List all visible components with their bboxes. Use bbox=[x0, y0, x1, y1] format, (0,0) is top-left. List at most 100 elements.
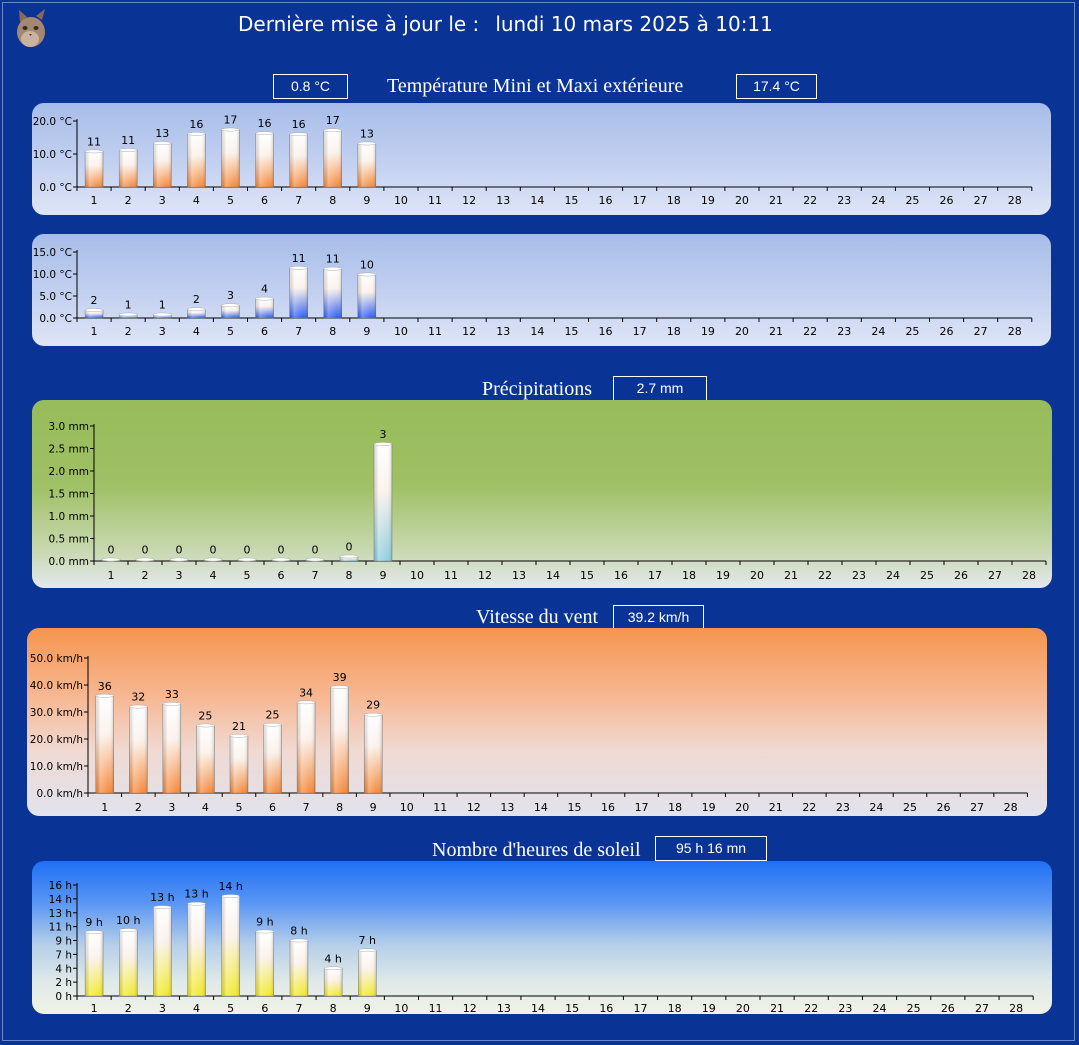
x-tick-label: 15 bbox=[567, 801, 581, 814]
x-tick-label: 26 bbox=[937, 801, 951, 814]
x-tick-label: 27 bbox=[974, 194, 988, 207]
bar-day-3 bbox=[153, 905, 172, 997]
bar-shading bbox=[297, 702, 316, 793]
bar-day-6 bbox=[271, 557, 291, 562]
y-tick-label: 1.5 mm bbox=[49, 489, 90, 501]
y-tick-label: 0.0 km/h bbox=[36, 788, 83, 800]
y-tick-label: 10.0 °C bbox=[33, 269, 72, 281]
data-label: 2 bbox=[193, 293, 200, 306]
bar-cap bbox=[196, 723, 215, 728]
y-tick-label: 4 h bbox=[55, 963, 72, 975]
bar-shading bbox=[358, 950, 377, 996]
x-tick-label: 28 bbox=[1008, 325, 1022, 338]
x-tick-label: 14 bbox=[530, 325, 544, 338]
sunshine-chart: 0 h2 h4 h7 h9 h11 h13 h14 h16 h1 2 3 4 5 6 7 8 9… bbox=[49, 880, 1034, 1014]
x-tick-label: 21 bbox=[769, 801, 783, 814]
bar-shading bbox=[263, 724, 282, 793]
bar-shading bbox=[85, 932, 104, 996]
data-label: 0 bbox=[142, 544, 149, 557]
bar-day-5 bbox=[237, 557, 257, 562]
x-tick-label: 25 bbox=[907, 1002, 921, 1014]
x-tick-label: 16 bbox=[599, 1002, 613, 1014]
bar-day-9 bbox=[363, 712, 383, 794]
x-tick-label: 13 bbox=[496, 325, 510, 338]
bar-cap bbox=[323, 128, 342, 133]
bar-cap bbox=[84, 149, 104, 154]
bar-day-6 bbox=[263, 722, 282, 794]
bar-day-5 bbox=[221, 303, 240, 319]
y-tick-label: 1.0 mm bbox=[49, 511, 90, 523]
data-label: 7 h bbox=[359, 934, 376, 947]
x-tick-label: 24 bbox=[869, 801, 883, 814]
sunshine-title: Nombre d'heures de soleil bbox=[432, 839, 641, 861]
x-tick-label: 15 bbox=[565, 1002, 579, 1014]
data-label: 11 bbox=[326, 253, 340, 266]
y-tick-label: 2.5 mm bbox=[49, 444, 90, 456]
x-tick-label: 26 bbox=[941, 1002, 955, 1014]
y-tick-label: 16 h bbox=[49, 880, 72, 892]
x-tick-label: 22 bbox=[803, 194, 817, 207]
x-tick-label: 28 bbox=[1004, 801, 1018, 814]
x-tick-label: 17 bbox=[633, 1002, 647, 1014]
x-tick-label: 7 bbox=[295, 194, 302, 207]
bar-cap bbox=[237, 557, 257, 562]
data-label: 3 bbox=[380, 428, 387, 441]
x-tick-label: 18 bbox=[668, 1002, 682, 1014]
temp-max-chart-panel: 0.0 °C 10.0 °C 20.0 °C 1 2 3 4 5 6 7 8 9 10 11 12 13 14 1… bbox=[32, 103, 1051, 215]
x-tick-label: 16 bbox=[614, 569, 628, 582]
bar-cap bbox=[162, 702, 182, 706]
x-tick-label: 2 bbox=[125, 1002, 132, 1014]
temp-max-value-box: 17.4 °C bbox=[736, 74, 817, 99]
y-tick-label: 30.0 km/h bbox=[30, 707, 83, 719]
x-tick-label: 3 bbox=[159, 1002, 166, 1014]
data-label: 1 bbox=[159, 298, 166, 311]
y-tick-label: 0.0 °C bbox=[39, 182, 72, 194]
data-label: 9 h bbox=[256, 915, 273, 928]
x-tick-label: 4 bbox=[193, 194, 200, 207]
bar-cap bbox=[118, 312, 138, 317]
bar-day-9 bbox=[357, 272, 377, 319]
x-tick-label: 16 bbox=[601, 801, 615, 814]
data-label: 13 h bbox=[184, 888, 208, 901]
bar-day-4 bbox=[187, 307, 206, 319]
x-tick-label: 15 bbox=[580, 569, 594, 582]
x-tick-label: 20 bbox=[750, 569, 764, 582]
bar-cap bbox=[169, 557, 189, 562]
data-label: 25 bbox=[198, 710, 212, 723]
x-tick-label: 17 bbox=[633, 325, 647, 338]
data-label: 11 bbox=[87, 135, 101, 148]
data-label: 29 bbox=[366, 699, 380, 712]
data-label: 4 bbox=[261, 283, 268, 296]
data-label: 3 bbox=[227, 289, 234, 302]
last-update-label: Dernière mise à jour le : bbox=[238, 12, 480, 36]
data-label: 0 bbox=[244, 544, 251, 557]
bar-cap bbox=[289, 938, 309, 943]
bar-cap bbox=[203, 557, 223, 562]
bar-shading bbox=[255, 133, 274, 187]
x-tick-label: 22 bbox=[803, 325, 817, 338]
x-tick-label: 10 bbox=[394, 194, 408, 207]
bar-shading bbox=[85, 310, 104, 318]
x-tick-label: 3 bbox=[176, 569, 183, 582]
x-tick-label: 12 bbox=[462, 194, 476, 207]
bar-day-5 bbox=[221, 894, 240, 997]
x-tick-label: 25 bbox=[905, 194, 919, 207]
bar-cap bbox=[339, 554, 359, 559]
precipitation-total-box: 2.7 mm bbox=[613, 376, 707, 401]
x-tick-label: 14 bbox=[530, 194, 544, 207]
x-tick-label: 12 bbox=[478, 569, 492, 582]
bar-day-2 bbox=[118, 148, 138, 188]
bar-day-7 bbox=[289, 132, 308, 188]
x-tick-label: 23 bbox=[837, 325, 851, 338]
x-tick-label: 2 bbox=[135, 801, 142, 814]
temp-min-chart-panel: 0.0 °C 5.0 °C 10.0 °C 15.0 °C 1 2 3 4 5 6 7 8 9 10 11 1… bbox=[32, 234, 1051, 346]
data-label: 9 h bbox=[85, 916, 102, 929]
bar-cap bbox=[229, 733, 249, 738]
x-tick-label: 19 bbox=[716, 569, 730, 582]
x-tick-label: 13 bbox=[500, 801, 514, 814]
cat-logo-icon bbox=[17, 9, 45, 47]
bar-cap bbox=[358, 948, 377, 953]
x-tick-label: 20 bbox=[736, 1002, 750, 1014]
bar-cap bbox=[296, 700, 316, 705]
bar-shading bbox=[357, 143, 376, 187]
